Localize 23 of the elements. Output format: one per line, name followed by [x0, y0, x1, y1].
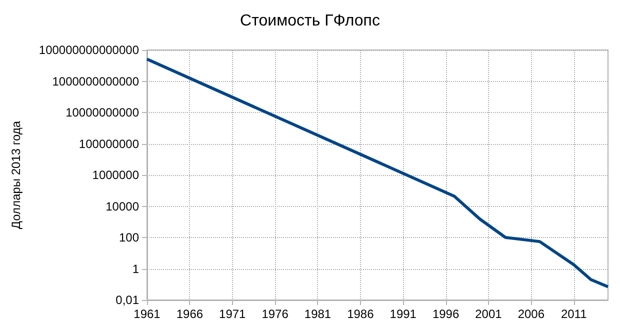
x-tick-label: 2001: [475, 307, 502, 321]
x-tick-label: 1961: [134, 307, 161, 321]
y-axis-title: Доллары 2013 года: [9, 120, 23, 230]
y-tick-label: 100: [118, 230, 140, 244]
y-tick-label: 1000000000000: [52, 74, 140, 88]
x-tick-label: 1986: [347, 307, 374, 321]
chart-title: Стоимость ГФлопс: [240, 12, 380, 30]
x-tick-label: 1991: [390, 307, 417, 321]
x-tick-label: 2011: [560, 307, 588, 321]
x-tick-label: 2006: [518, 307, 545, 321]
y-tick-label: 100000000: [78, 136, 140, 151]
x-tick-label: 1976: [262, 307, 289, 321]
x-tick-label: 1971: [219, 307, 246, 321]
x-tick-label: 1996: [432, 307, 460, 321]
x-tick-label: 1966: [176, 307, 204, 321]
x-tick-label: 1981: [304, 307, 332, 321]
y-tick-label: 100000000000000: [38, 43, 140, 57]
y-tick-label: 1: [132, 262, 140, 276]
y-tick-label: 1000000: [92, 168, 140, 182]
y-tick-label: 10000000000: [66, 106, 140, 120]
y-tick-label: 10000: [106, 199, 140, 214]
line-series: [146, 58, 610, 288]
y-tick-label: 0,01: [116, 293, 140, 307]
